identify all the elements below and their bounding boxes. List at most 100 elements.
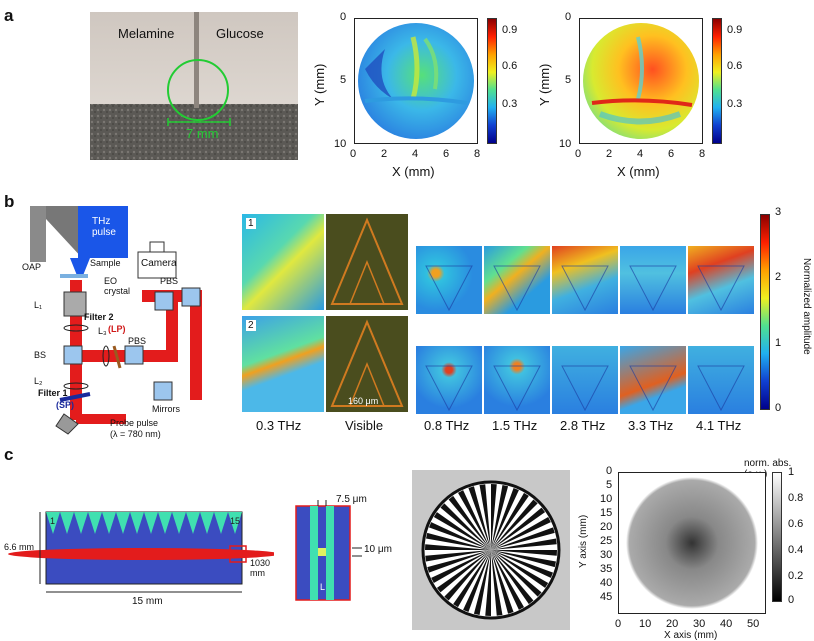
melamine-label: Melamine: [118, 26, 175, 41]
star-spoke: [433, 512, 491, 550]
freq-image-0-8-row2: [416, 346, 482, 414]
star-spoke: [491, 550, 556, 568]
colorbar-map-1: [487, 18, 497, 144]
probe-wavelength-label: (λ = 780 nm): [110, 429, 161, 439]
col-label-1-5-thz: 1.5 THz: [492, 418, 538, 433]
y-tick: 0: [340, 11, 347, 23]
cbar-tick: 0.3: [727, 98, 743, 110]
y-tick: 40: [600, 577, 613, 589]
sample-label: Sample: [90, 258, 121, 268]
y-tick: 5: [565, 74, 572, 86]
cbar-tick: 3: [775, 206, 782, 218]
inset-number-2: 2: [246, 320, 256, 331]
star-spoke: [427, 550, 491, 573]
x-tick: 4: [637, 148, 644, 160]
oap-label: OAP: [22, 262, 42, 272]
star-spoke: [444, 550, 491, 601]
star-spoke: [491, 499, 538, 550]
cbar-tick: 0.6: [502, 60, 518, 72]
cbar-tick: 0.9: [727, 24, 743, 36]
last-index: 15: [230, 516, 241, 526]
filter1-label: Filter 1: [38, 388, 68, 398]
mirrors-label: Mirrors: [152, 404, 180, 414]
plot-x-label: X axis (mm): [664, 630, 718, 641]
y-tick: 5: [606, 479, 613, 491]
y-axis-label: Y (mm): [537, 63, 552, 106]
y-tick: 25: [600, 535, 613, 547]
cbar-tick: 2: [775, 271, 782, 283]
col-label-2-8-thz: 2.8 THz: [560, 418, 606, 433]
x-tick: 6: [668, 148, 675, 160]
panel-label-a: a: [4, 6, 14, 25]
width-dimension: 15 mm: [132, 596, 163, 607]
pitch-label: 7.5 μm: [336, 494, 367, 505]
star-spoke: [491, 517, 551, 550]
metasurface-schematic: 6.6 mm 15 mm 1030 mm 1 15: [4, 494, 280, 614]
star-spoke: [425, 544, 491, 550]
cbar-tick: 0.3: [502, 98, 518, 110]
freq-image-4-1-row2: [688, 346, 754, 414]
plot-y-label: Y axis (mm): [578, 514, 589, 568]
star-spoke: [491, 550, 554, 578]
l2-label: L₂: [34, 376, 43, 386]
inset-number-1: 1: [246, 218, 256, 229]
colorbar-title: Normalized amplitude: [801, 258, 812, 355]
absorption-plot: norm. abs. (a.u.) 0 5 10 15 20 25 30 35 …: [576, 458, 814, 641]
camera-label: Camera: [141, 258, 177, 269]
freq-image-3-3-row1: [620, 246, 686, 314]
cbar-tick: 0.8: [788, 492, 804, 504]
y-tick: 0: [565, 11, 572, 23]
star-spoke: [428, 522, 491, 550]
freq-image-2-8-row1: [552, 246, 618, 314]
plot-colorbar: [772, 472, 782, 602]
y-tick: 30: [600, 549, 613, 561]
col-label-0-8-thz: 0.8 THz: [424, 418, 470, 433]
freq-image-1-5-row2: [484, 346, 550, 414]
cbar-tick: 1: [775, 337, 782, 349]
freq-image-4-1-row1: [688, 246, 754, 314]
star-spoke: [491, 550, 524, 610]
star-spoke: [436, 550, 491, 593]
y-tick: 15: [600, 507, 613, 519]
unit-cell-zoom: 7.5 μm 10 μm L: [292, 490, 402, 610]
x-tick: 2: [381, 148, 388, 160]
x-tick: 0: [350, 148, 357, 160]
cbar-tick: 0.6: [727, 60, 743, 72]
triangle-overlay: [425, 265, 745, 412]
y-tick: 10: [600, 493, 613, 505]
star-spoke: [491, 485, 509, 550]
star-spoke: [431, 550, 491, 583]
star-spoke: [491, 487, 519, 550]
star-spoke: [491, 550, 549, 588]
freq-image-1-5-row1: [484, 246, 550, 314]
star-spoke: [491, 550, 534, 605]
cbar-tick: 0: [788, 594, 795, 606]
glucose-label: Glucose: [216, 26, 264, 41]
y-axis-label: Y (mm): [312, 63, 327, 106]
y-tick: 10: [334, 138, 347, 150]
star-spoke: [491, 550, 503, 616]
sierpinski-pattern: [330, 217, 404, 407]
y-tick: 5: [340, 74, 347, 86]
x-tick: 8: [699, 148, 706, 160]
cbar-tick: 1: [788, 466, 795, 478]
x-tick: 0: [615, 618, 622, 630]
y-tick: 0: [606, 465, 613, 477]
thz-image-0-3-row2: [242, 316, 324, 412]
height-dimension: 6.6 mm: [4, 542, 35, 552]
star-spoke: [479, 484, 491, 550]
col-label-visible: Visible: [345, 418, 384, 433]
star-spoke: [491, 550, 542, 597]
cbar-tick: 0.9: [502, 24, 518, 36]
col-label-4-1-thz: 4.1 THz: [696, 418, 742, 433]
thz-pulse-label: THz pulse: [92, 216, 116, 238]
optical-setup-diagram: THz pulse OAP Sample EO crystal Camera L…: [20, 200, 225, 440]
star-spoke: [491, 550, 557, 556]
y-tick: 20: [600, 521, 613, 533]
x-axis-label: X (mm): [392, 164, 435, 179]
cbar-tick: 0: [775, 402, 782, 414]
star-spoke: [440, 503, 491, 550]
x-tick: 8: [474, 148, 481, 160]
filter2-sub: (LP): [108, 324, 126, 334]
l3-label: L₃: [98, 326, 107, 336]
